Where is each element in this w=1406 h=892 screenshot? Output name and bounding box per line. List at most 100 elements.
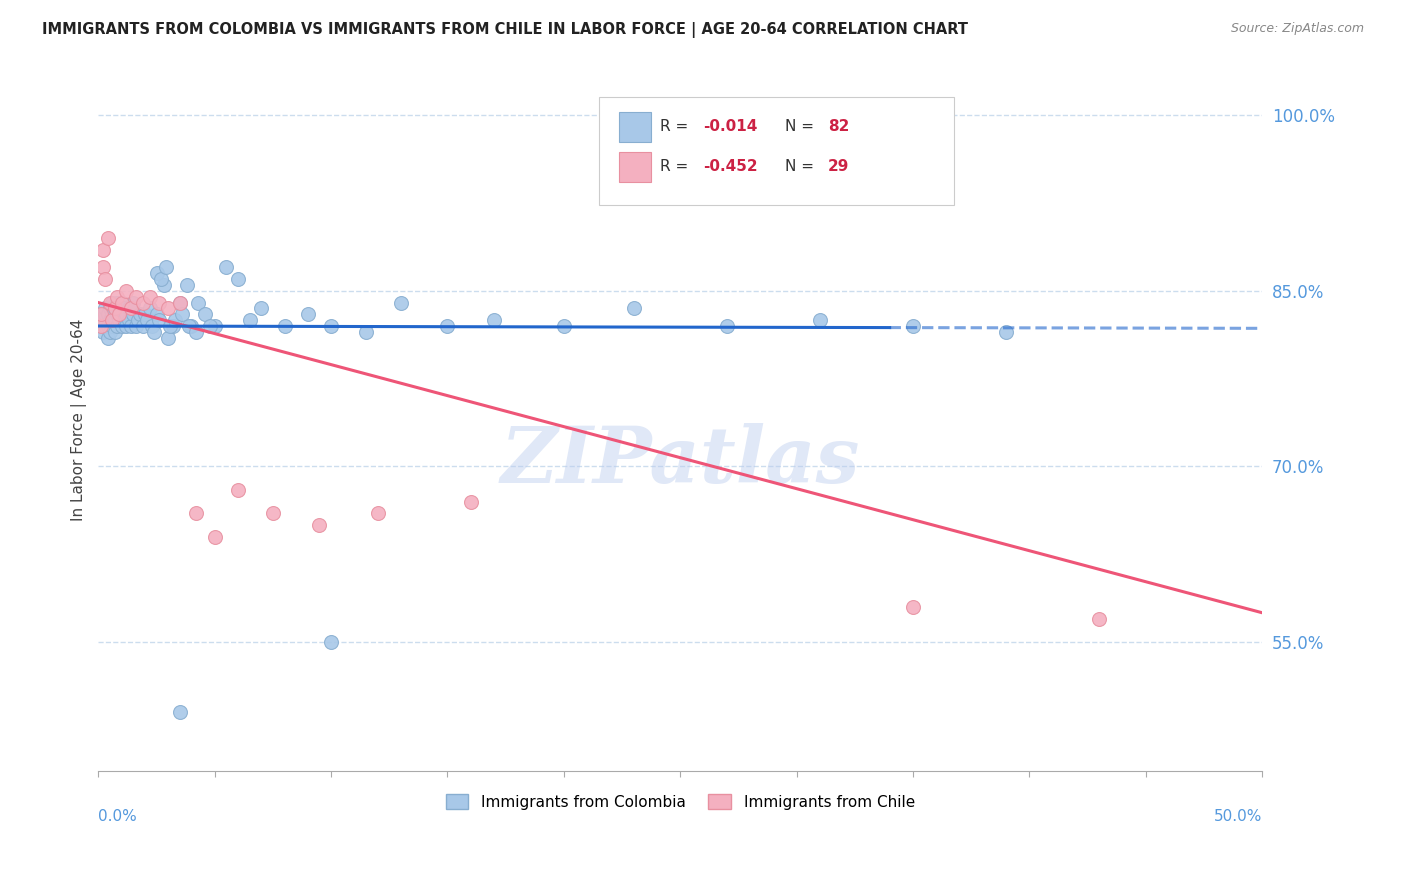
Point	[145, 307, 167, 321]
Point	[482, 313, 505, 327]
Point	[108, 313, 131, 327]
Point	[143, 325, 166, 339]
Point	[108, 301, 131, 316]
Point	[169, 295, 191, 310]
Point	[111, 307, 134, 321]
Point	[94, 272, 117, 286]
Text: IMMIGRANTS FROM COLOMBIA VS IMMIGRANTS FROM CHILE IN LABOR FORCE | AGE 20-64 COR: IMMIGRANTS FROM COLOMBIA VS IMMIGRANTS F…	[42, 22, 969, 38]
Point	[94, 301, 117, 316]
Text: ZIPatlas: ZIPatlas	[501, 424, 860, 500]
Point	[716, 318, 738, 333]
Point	[319, 318, 342, 333]
Point	[226, 483, 249, 497]
Point	[98, 295, 121, 310]
Point	[308, 517, 330, 532]
Point	[91, 260, 114, 275]
Point	[101, 295, 124, 310]
Point	[122, 295, 145, 310]
Point	[105, 318, 128, 333]
Point	[901, 318, 924, 333]
Point	[148, 313, 170, 327]
Point	[138, 290, 160, 304]
Point	[127, 313, 149, 327]
Point	[131, 295, 153, 310]
Point	[184, 506, 207, 520]
Point	[204, 530, 226, 544]
Point	[179, 318, 201, 333]
Point	[159, 318, 181, 333]
Text: R =: R =	[661, 120, 693, 135]
Point	[460, 494, 482, 508]
Text: -0.014: -0.014	[703, 120, 758, 135]
Point	[94, 307, 117, 321]
Point	[141, 318, 163, 333]
Text: 0.0%: 0.0%	[98, 809, 138, 824]
Point	[104, 301, 127, 316]
Point	[101, 318, 124, 333]
Point	[157, 301, 180, 316]
Point	[901, 599, 924, 614]
FancyBboxPatch shape	[599, 96, 953, 205]
Point	[995, 325, 1018, 339]
Point	[104, 325, 127, 339]
Point	[436, 318, 458, 333]
Point	[104, 301, 127, 316]
Point	[112, 313, 135, 327]
Point	[226, 272, 249, 286]
Point	[553, 318, 575, 333]
Point	[108, 307, 131, 321]
Point	[187, 295, 209, 310]
Point	[150, 272, 173, 286]
Point	[111, 295, 134, 310]
Point	[169, 295, 191, 310]
Point	[98, 325, 121, 339]
Text: 82: 82	[828, 120, 849, 135]
Point	[124, 318, 146, 333]
Point	[90, 318, 112, 333]
Point	[104, 313, 127, 327]
Point	[152, 278, 174, 293]
Text: Source: ZipAtlas.com: Source: ZipAtlas.com	[1230, 22, 1364, 36]
Point	[101, 313, 124, 327]
Point	[389, 295, 412, 310]
Point	[134, 307, 156, 321]
Point	[131, 318, 153, 333]
Point	[91, 313, 114, 327]
Point	[172, 307, 194, 321]
Point	[239, 313, 262, 327]
Point	[122, 307, 145, 321]
Text: 50.0%: 50.0%	[1213, 809, 1263, 824]
Point	[101, 307, 124, 321]
Point	[105, 295, 128, 310]
Point	[117, 301, 139, 316]
Y-axis label: In Labor Force | Age 20-64: In Labor Force | Age 20-64	[72, 318, 87, 521]
Point	[204, 318, 226, 333]
Point	[105, 290, 128, 304]
Point	[115, 318, 138, 333]
Point	[97, 318, 120, 333]
Point	[808, 313, 831, 327]
Point	[97, 231, 120, 245]
Text: -0.452: -0.452	[703, 160, 758, 174]
Point	[184, 325, 207, 339]
Point	[91, 325, 114, 339]
Point	[90, 307, 112, 321]
Point	[90, 318, 112, 333]
Point	[111, 318, 134, 333]
Legend: Immigrants from Colombia, Immigrants from Chile: Immigrants from Colombia, Immigrants fro…	[440, 788, 921, 815]
Point	[273, 318, 295, 333]
Point	[115, 284, 138, 298]
Text: R =: R =	[661, 160, 693, 174]
Text: N =: N =	[785, 160, 818, 174]
Point	[97, 307, 120, 321]
Point	[162, 318, 184, 333]
Text: N =: N =	[785, 120, 818, 135]
Point	[157, 331, 180, 345]
Point	[97, 331, 120, 345]
Point	[354, 325, 377, 339]
Point	[215, 260, 238, 275]
Point	[138, 301, 160, 316]
Point	[120, 301, 142, 316]
Point	[165, 313, 187, 327]
Point	[319, 635, 342, 649]
